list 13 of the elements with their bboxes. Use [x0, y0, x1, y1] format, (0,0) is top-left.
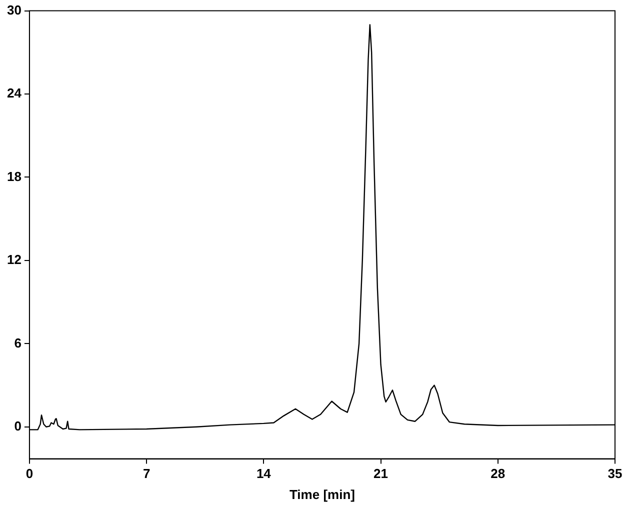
x-tick-label: 7: [142, 466, 150, 482]
x-tick-label: 0: [26, 466, 34, 482]
y-tick-label: 30: [6, 2, 22, 18]
x-tick-label: 14: [256, 466, 272, 482]
y-tick-label: 18: [6, 168, 22, 184]
x-axis-title: Time [min]: [289, 486, 355, 502]
x-tick-label: 21: [374, 466, 388, 482]
y-tick-label: 6: [14, 335, 22, 350]
x-tick-label: 28: [490, 466, 506, 482]
y-tick-label: 0: [14, 418, 22, 434]
y-tick-label: 12: [6, 252, 22, 268]
y-tick-label: 24: [6, 86, 22, 101]
x-tick-label: 35: [608, 466, 622, 482]
